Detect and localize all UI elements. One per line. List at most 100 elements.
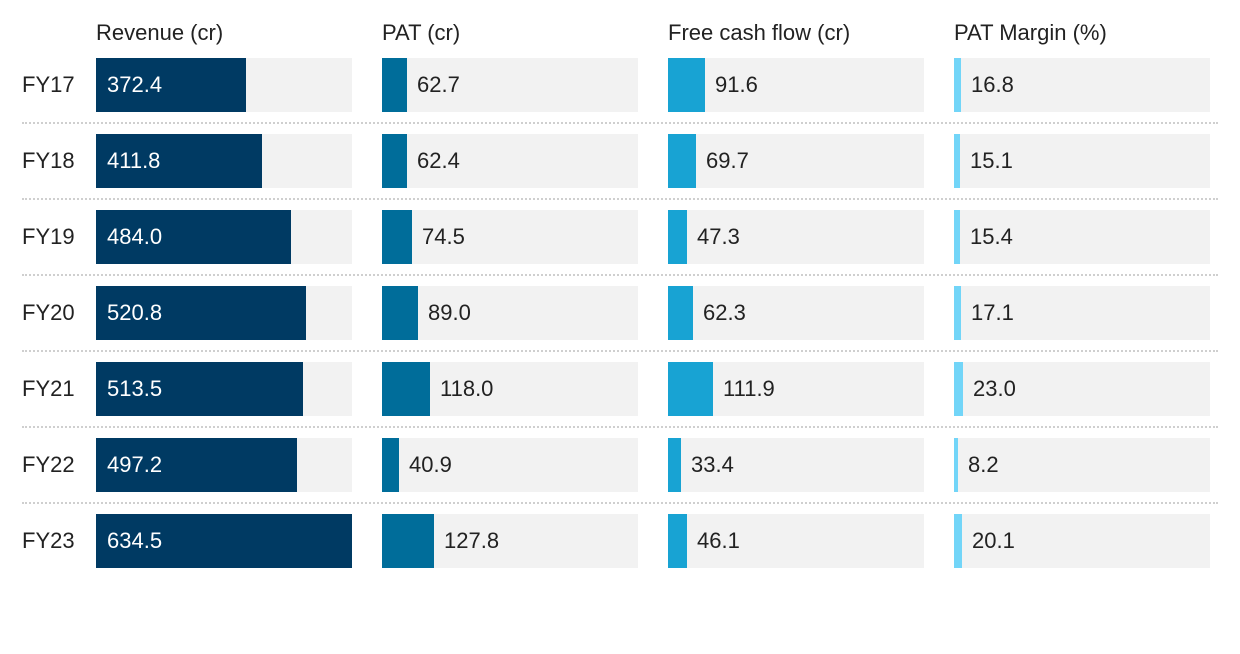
bar-track: 634.5: [96, 514, 352, 568]
bar: [954, 362, 963, 416]
column-header: Free cash flow (cr): [668, 20, 851, 45]
row-label: FY19: [22, 224, 75, 249]
bar: [382, 58, 407, 112]
bar-track: 89.0: [382, 286, 638, 340]
bar: [954, 514, 962, 568]
bar-track: 372.4: [96, 58, 352, 112]
row-divider: [22, 274, 1218, 276]
bar-track: 40.9: [382, 438, 638, 492]
data-label: 62.4: [417, 148, 460, 173]
row-divider: [22, 350, 1218, 352]
bar: [668, 438, 681, 492]
bar-track: 47.3: [668, 210, 924, 264]
data-label: 15.1: [970, 148, 1013, 173]
row-label: FY21: [22, 376, 75, 401]
bar-track: 15.1: [954, 134, 1210, 188]
bar: [96, 438, 297, 492]
table-row: FY18 411.8 62.4 69.7 15.1: [22, 134, 1218, 188]
bar-track: 497.2: [96, 438, 352, 492]
data-label: 497.2: [107, 452, 163, 477]
bar: [96, 210, 291, 264]
bar: [382, 286, 418, 340]
table-row: FY22 497.2 40.9 33.4 8.2: [22, 438, 1218, 492]
bar-track: 111.9: [668, 362, 924, 416]
data-label: 62.3: [703, 300, 746, 325]
row-label: FY18: [22, 148, 75, 173]
bar: [668, 286, 693, 340]
data-label: 8.2: [968, 452, 999, 477]
bar: [954, 438, 958, 492]
data-label: 15.4: [970, 224, 1013, 249]
bar: [96, 362, 303, 416]
data-label: 111.9: [723, 376, 775, 401]
table-row: FY19 484.0 74.5 47.3 15.4: [22, 210, 1218, 264]
bar-track: 513.5: [96, 362, 352, 416]
data-label: 40.9: [409, 452, 452, 477]
bar: [954, 134, 960, 188]
bar: [96, 514, 352, 568]
bar: [382, 514, 434, 568]
data-label: 411.8: [107, 148, 161, 173]
data-label: 20.1: [972, 528, 1015, 553]
data-label: 69.7: [706, 148, 749, 173]
data-label: 89.0: [428, 300, 471, 325]
column-header: Revenue (cr): [96, 20, 224, 45]
bar-track: 411.8: [96, 134, 352, 188]
bar-track: 8.2: [954, 438, 1210, 492]
data-label: 47.3: [697, 224, 740, 249]
bar: [668, 134, 696, 188]
row-label: FY20: [22, 300, 75, 325]
bar: [954, 58, 961, 112]
row-label: FY22: [22, 452, 75, 477]
data-label: 74.5: [422, 224, 465, 249]
data-label: 23.0: [973, 376, 1016, 401]
data-label: 118.0: [440, 376, 494, 401]
bar-track: 16.8: [954, 58, 1210, 112]
data-label: 634.5: [107, 528, 163, 553]
row-divider: [22, 122, 1218, 124]
bar: [382, 134, 407, 188]
bar-track: 118.0: [382, 362, 638, 416]
data-label: 33.4: [691, 452, 734, 477]
data-label: 16.8: [971, 72, 1014, 97]
data-label: 62.7: [417, 72, 460, 97]
bar-track: 62.4: [382, 134, 638, 188]
table-row: FY23 634.5 127.8 46.1 20.1: [22, 514, 1218, 568]
bar: [96, 134, 262, 188]
bar: [96, 58, 246, 112]
bar: [668, 514, 687, 568]
bar-track: 520.8: [96, 286, 352, 340]
bar: [96, 286, 306, 340]
bar-track: 62.3: [668, 286, 924, 340]
bar: [382, 210, 412, 264]
row-divider: [22, 198, 1218, 200]
bar-track: 46.1: [668, 514, 924, 568]
column-header: PAT (cr): [382, 20, 461, 45]
data-label: 513.5: [107, 376, 163, 401]
data-label: 372.4: [107, 72, 163, 97]
bar: [668, 210, 687, 264]
bar-track: 62.7: [382, 58, 638, 112]
data-label: 127.8: [444, 528, 500, 553]
bar-track: 69.7: [668, 134, 924, 188]
bar-track: 15.4: [954, 210, 1210, 264]
bar: [668, 362, 713, 416]
data-label: 520.8: [107, 300, 163, 325]
data-label: 91.6: [715, 72, 758, 97]
row-divider: [22, 502, 1218, 504]
bar: [382, 362, 430, 416]
bar-track: 20.1: [954, 514, 1210, 568]
table-row: FY20 520.8 89.0 62.3 17.1: [22, 286, 1218, 340]
bar: [954, 286, 961, 340]
data-label: 17.1: [971, 300, 1014, 325]
bar-track: 484.0: [96, 210, 352, 264]
bar: [382, 438, 399, 492]
bar-track: 23.0: [954, 362, 1210, 416]
data-label: 484.0: [107, 224, 163, 249]
bar-track: 74.5: [382, 210, 638, 264]
bar-track: 91.6: [668, 58, 924, 112]
row-label: FY17: [22, 72, 75, 97]
table-row: FY21 513.5 118.0 111.9 23.0: [22, 362, 1218, 416]
bar: [954, 210, 960, 264]
row-divider: [22, 426, 1218, 428]
